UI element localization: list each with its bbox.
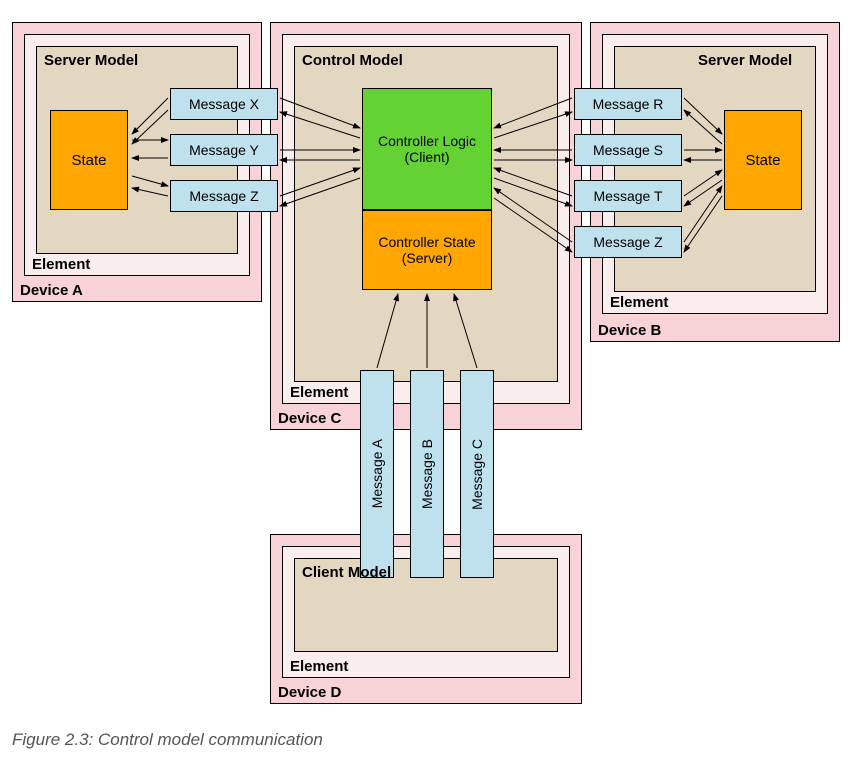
message-box-vertical: Message C <box>460 370 494 578</box>
state-box: State <box>724 110 802 210</box>
message-box-vertical: Message A <box>360 370 394 578</box>
figure-caption: Figure 2.3: Control model communication <box>12 730 323 750</box>
model-label: Server Model <box>44 52 138 69</box>
message-box: Message T <box>574 180 682 212</box>
element-label: Element <box>290 658 348 675</box>
device-title: Device B <box>598 322 661 339</box>
arrow <box>684 186 722 242</box>
arrow <box>132 188 168 196</box>
arrow <box>494 98 572 128</box>
message-box: Message S <box>574 134 682 166</box>
element-label: Element <box>290 384 348 401</box>
arrow <box>684 98 722 134</box>
arrow <box>494 198 572 252</box>
model-label: Server Model <box>698 52 792 69</box>
arrow <box>280 98 360 128</box>
message-box-vertical: Message B <box>410 370 444 578</box>
arrow <box>684 180 722 206</box>
model-label: Control Model <box>302 52 403 69</box>
arrow <box>132 176 168 186</box>
arrow <box>132 110 168 144</box>
element-label: Element <box>32 256 90 273</box>
arrow <box>494 112 572 138</box>
diagram-stage: Device A Element Server Model State Message … <box>0 0 855 764</box>
arrow <box>280 112 360 138</box>
controller-state: Controller State (Server) <box>362 210 492 290</box>
element-label: Element <box>610 294 668 311</box>
arrow <box>684 196 722 252</box>
arrow <box>684 170 722 196</box>
device-title: Device C <box>278 410 341 427</box>
message-box: Message X <box>170 88 278 120</box>
arrow <box>377 294 398 368</box>
model-label: Client Model <box>302 564 391 581</box>
arrow <box>132 98 168 134</box>
device-title: Device D <box>278 684 341 701</box>
arrow <box>684 110 722 144</box>
controller-logic: Controller Logic (Client) <box>362 88 492 210</box>
state-box: State <box>50 110 128 210</box>
arrow <box>454 294 477 368</box>
device-title: Device A <box>20 282 83 299</box>
message-box: Message R <box>574 88 682 120</box>
message-box: Message Y <box>170 134 278 166</box>
message-box: Message Z <box>170 180 278 212</box>
message-box: Message Z <box>574 226 682 258</box>
arrow <box>494 188 572 242</box>
